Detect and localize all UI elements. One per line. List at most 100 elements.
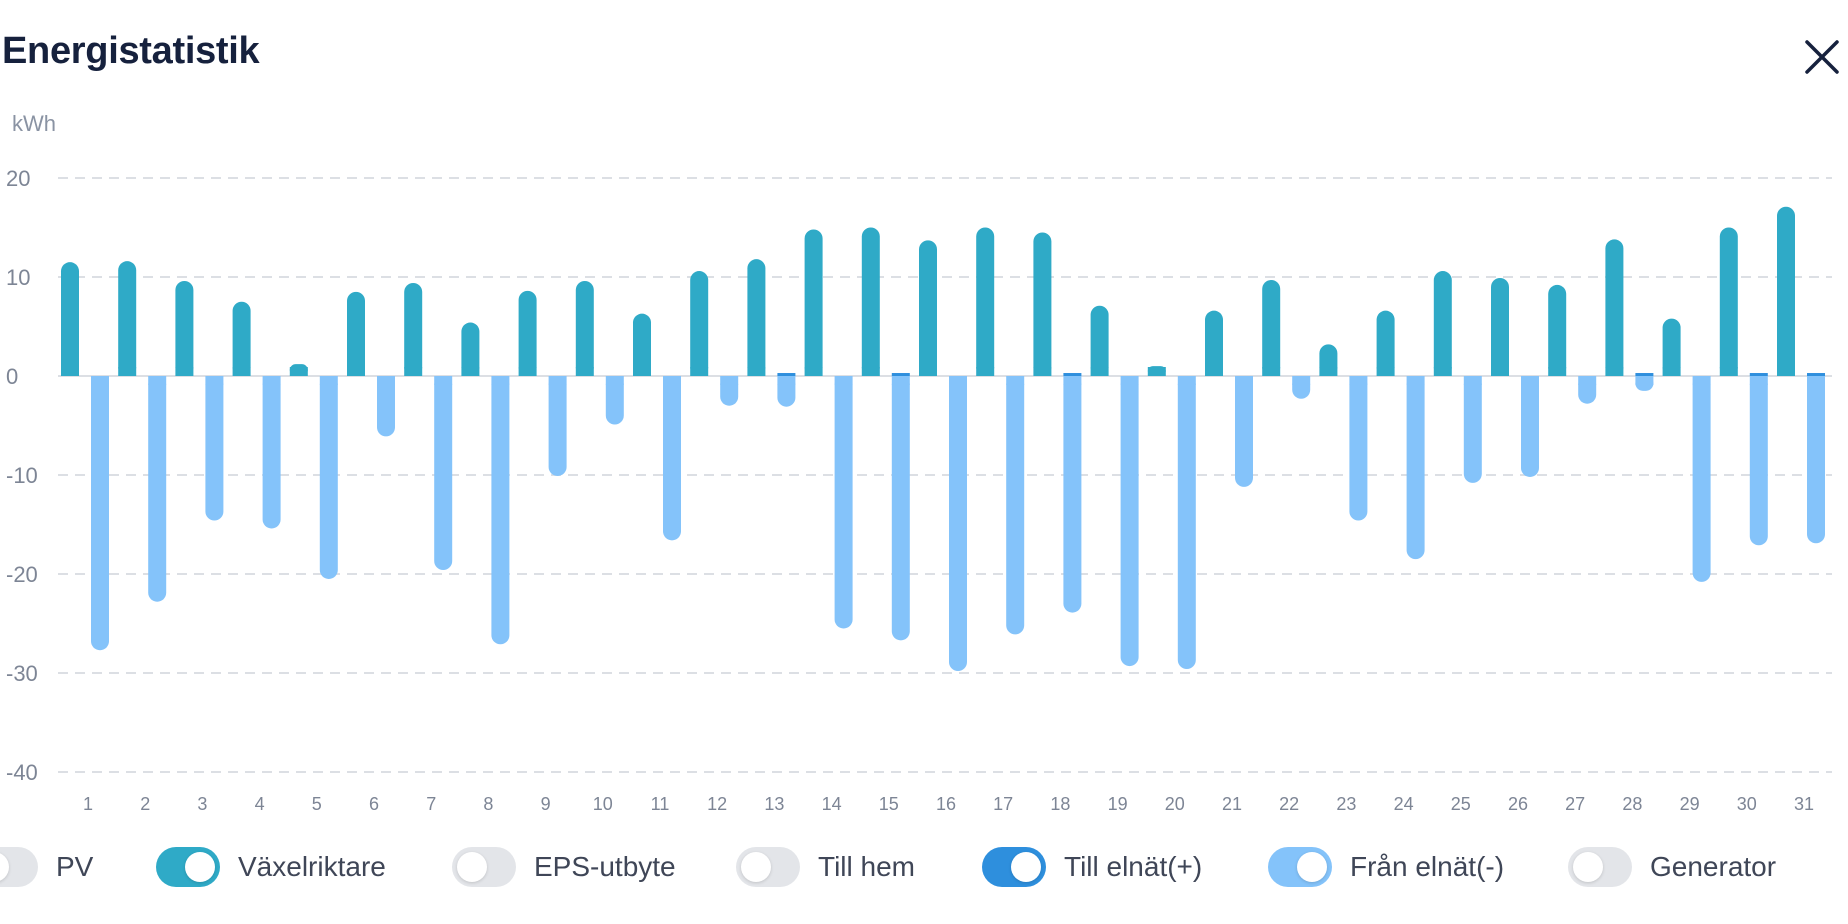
toggle-switch[interactable] (1568, 847, 1632, 887)
bar-vaxelriktare[interactable] (61, 262, 79, 376)
y-tick-label: -10 (6, 463, 38, 488)
bar-vaxelriktare[interactable] (1090, 305, 1109, 376)
legend-toggle-4[interactable]: Till hem (736, 842, 915, 892)
bar-vaxelriktare[interactable] (1719, 227, 1738, 377)
close-icon (1805, 40, 1839, 74)
bar-fran-elnat[interactable] (434, 376, 453, 571)
bar-vaxelriktare[interactable] (804, 229, 823, 376)
bar-fran-elnat[interactable] (1177, 376, 1196, 670)
legend-toggle-1[interactable]: PV (0, 842, 93, 892)
legend-toggle-3[interactable]: EPS-utbyte (452, 842, 676, 892)
bar-fran-elnat[interactable] (548, 376, 567, 476)
bar-fran-elnat[interactable] (491, 376, 510, 645)
bar-vaxelriktare[interactable] (1433, 271, 1452, 376)
bar-vaxelriktare[interactable] (461, 322, 480, 376)
x-tick-label: 13 (764, 794, 784, 814)
toggle-switch[interactable] (0, 847, 38, 887)
bar-till-elnat[interactable] (1635, 373, 1654, 376)
x-tick-label: 20 (1165, 794, 1185, 814)
legend-toggle-7[interactable]: Generator (1568, 842, 1776, 892)
bar-fran-elnat[interactable] (1006, 376, 1025, 635)
bar-fran-elnat-base (1006, 376, 1025, 385)
bar-vaxelriktare[interactable] (1777, 206, 1795, 376)
bar-vaxelriktare[interactable] (1205, 310, 1223, 376)
bar-vaxelriktare-base (404, 367, 423, 376)
bar-vaxelriktare[interactable] (1491, 277, 1509, 376)
bar-fran-elnat-base (1692, 376, 1711, 385)
bar-fran-elnat[interactable] (663, 376, 681, 541)
bar-vaxelriktare[interactable] (118, 261, 137, 376)
bar-vaxelriktare[interactable] (404, 282, 423, 376)
bar-vaxelriktare[interactable] (1548, 284, 1567, 376)
bar-vaxelriktare[interactable] (1662, 318, 1681, 376)
bar-fran-elnat[interactable] (319, 376, 338, 579)
bar-vaxelriktare[interactable] (690, 271, 709, 376)
x-tick-label: 29 (1680, 794, 1700, 814)
legend-label: PV (56, 851, 94, 882)
bar-vaxelriktare-base (118, 367, 137, 376)
toggle-switch[interactable] (1268, 847, 1332, 887)
bar-fran-elnat[interactable] (1807, 376, 1825, 544)
bar-vaxelriktare[interactable] (861, 227, 880, 377)
bar-fran-elnat[interactable] (91, 376, 109, 651)
bar-fran-elnat-base (148, 376, 167, 385)
bar-vaxelriktare-base (690, 367, 709, 376)
bar-fran-elnat[interactable] (1120, 376, 1139, 667)
bar-vaxelriktare[interactable] (919, 240, 937, 376)
bar-till-elnat[interactable] (1749, 373, 1768, 376)
bar-vaxelriktare[interactable] (1033, 232, 1052, 376)
bar-fran-elnat[interactable] (1235, 376, 1253, 487)
legend-toggle-6[interactable]: Från elnät(-) (1268, 842, 1504, 892)
bar-vaxelriktare[interactable] (976, 227, 995, 377)
bar-vaxelriktare-base (1605, 367, 1624, 376)
bar-fran-elnat[interactable] (834, 376, 853, 629)
bar-fran-elnat[interactable] (949, 376, 967, 672)
toggle-switch[interactable] (156, 847, 220, 887)
bar-vaxelriktare[interactable] (1262, 279, 1281, 376)
x-tick-label: 24 (1394, 794, 1414, 814)
bar-vaxelriktare-base (1662, 367, 1681, 376)
bar-fran-elnat[interactable] (1749, 376, 1768, 546)
toggle-knob (1011, 852, 1041, 882)
toggle-switch[interactable] (736, 847, 800, 887)
legend-toggle-2[interactable]: Växelriktare (156, 842, 386, 892)
bar-vaxelriktare[interactable] (1376, 310, 1395, 376)
bar-fran-elnat[interactable] (205, 376, 224, 521)
bar-vaxelriktare[interactable] (518, 290, 537, 376)
bar-vaxelriktare[interactable] (575, 280, 594, 376)
bar-vaxelriktare[interactable] (175, 280, 194, 376)
bar-fran-elnat[interactable] (605, 376, 624, 425)
bar-fran-elnat[interactable] (1349, 376, 1368, 521)
bar-fran-elnat[interactable] (1521, 376, 1539, 477)
bar-fran-elnat[interactable] (148, 376, 167, 602)
legend-toggle-5[interactable]: Till elnät(+) (982, 842, 1202, 892)
bar-fran-elnat[interactable] (1063, 376, 1082, 613)
bar-vaxelriktare-base (461, 367, 480, 376)
bar-vaxelriktare-base (976, 367, 995, 376)
legend-label: Till elnät(+) (1064, 851, 1203, 882)
bar-till-elnat[interactable] (1807, 373, 1825, 376)
bar-fran-elnat-base (262, 376, 281, 385)
bar-fran-elnat[interactable] (377, 376, 395, 437)
x-tick-label: 11 (651, 794, 670, 814)
bar-till-elnat[interactable] (777, 373, 796, 376)
toggle-switch[interactable] (982, 847, 1046, 887)
bar-fran-elnat[interactable] (262, 376, 281, 529)
legend-label: EPS-utbyte (534, 851, 676, 882)
toggle-switch[interactable] (452, 847, 516, 887)
bar-vaxelriktare[interactable] (347, 291, 365, 376)
bar-fran-elnat[interactable] (1463, 376, 1482, 483)
bar-fran-elnat[interactable] (1406, 376, 1425, 560)
bar-till-elnat[interactable] (1063, 373, 1082, 376)
bar-fran-elnat[interactable] (1692, 376, 1711, 582)
legend-label: Växelriktare (238, 851, 386, 882)
bar-vaxelriktare[interactable] (633, 313, 651, 376)
bar-vaxelriktare[interactable] (1605, 239, 1624, 376)
bar-vaxelriktare[interactable] (232, 301, 251, 376)
close-button[interactable] (1800, 35, 1844, 79)
bar-vaxelriktare-base (1548, 367, 1567, 376)
bar-vaxelriktare[interactable] (747, 259, 766, 376)
bar-fran-elnat[interactable] (891, 376, 910, 641)
bar-till-elnat[interactable] (891, 373, 910, 376)
